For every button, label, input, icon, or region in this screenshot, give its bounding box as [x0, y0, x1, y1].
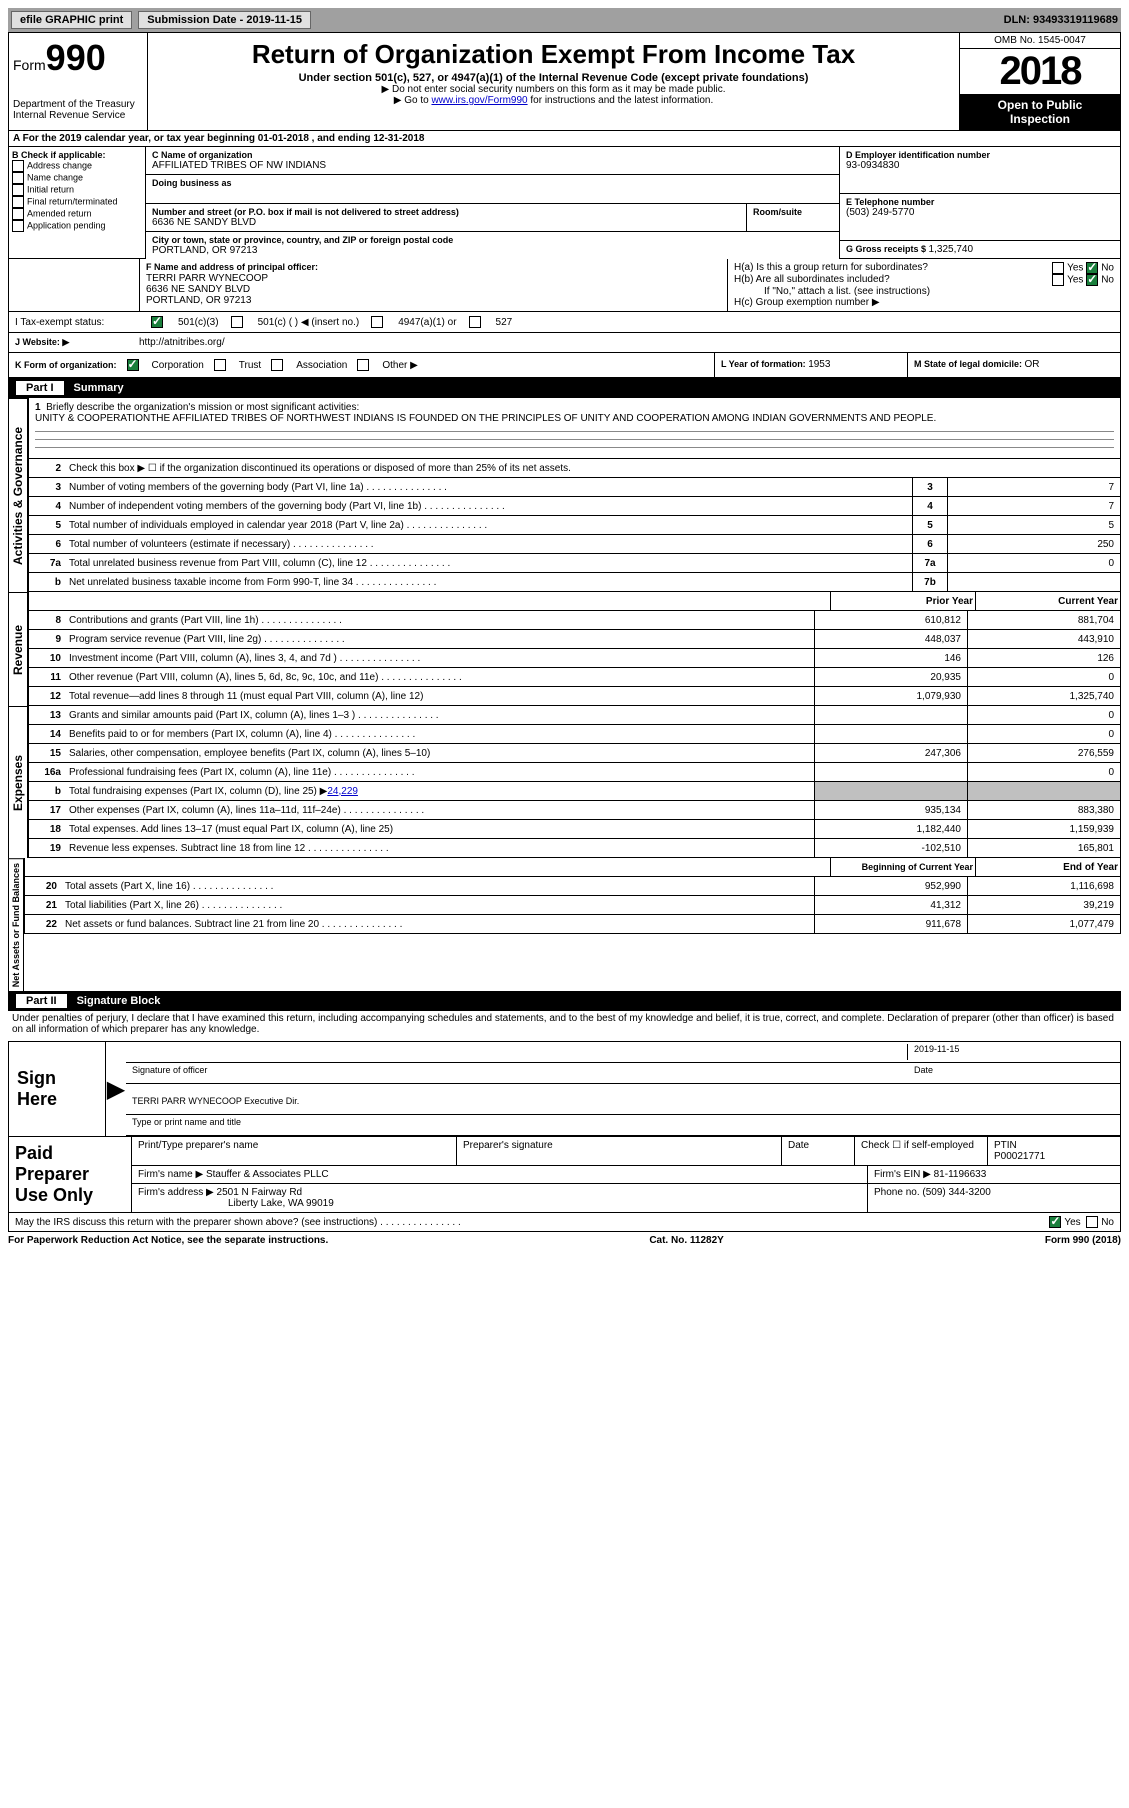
mission-text: UNITY & COOPERATIONTHE AFFILIATED TRIBES…	[35, 413, 936, 424]
discuss-row: May the IRS discuss this return with the…	[8, 1213, 1121, 1232]
tax-year: 2018	[960, 49, 1120, 94]
activities-section: Activities & Governance 1 Briefly descri…	[8, 398, 1121, 592]
chk-amended[interactable]: Amended return	[12, 208, 142, 220]
footer: For Paperwork Reduction Act Notice, see …	[8, 1232, 1121, 1249]
officer-sig-name: TERRI PARR WYNECOOP Executive Dir.	[126, 1083, 1120, 1114]
ein-label: D Employer identification number	[846, 150, 1114, 160]
box-b: B Check if applicable: Address change Na…	[8, 147, 146, 259]
gross-receipts: 1,325,740	[929, 244, 974, 255]
form-title: Return of Organization Exempt From Incom…	[152, 39, 955, 70]
form-header: Form990 Department of the Treasury Inter…	[8, 32, 1121, 131]
penalty-text: Under penalties of perjury, I declare th…	[8, 1011, 1121, 1037]
line-a: A For the 2019 calendar year, or tax yea…	[8, 131, 1121, 147]
part1-header: Part I Summary	[8, 378, 1121, 398]
form-number: Form990	[13, 37, 143, 79]
header-left: Form990 Department of the Treasury Inter…	[9, 33, 148, 130]
dept-label: Department of the Treasury	[13, 99, 143, 110]
year-formation: 1953	[808, 359, 830, 370]
sig-date: 2019-11-15	[907, 1044, 1114, 1060]
dln: DLN: 93493319119689	[1004, 14, 1118, 26]
chk-address[interactable]: Address change	[12, 160, 142, 172]
activities-label: Activities & Governance	[8, 398, 28, 592]
info-grid: B Check if applicable: Address change Na…	[8, 147, 1121, 259]
chk-corp[interactable]	[127, 359, 139, 371]
irs-link[interactable]: www.irs.gov/Form990	[431, 95, 527, 106]
preparer-block: Paid Preparer Use Only Print/Type prepar…	[9, 1136, 1120, 1212]
revenue-label: Revenue	[8, 592, 28, 706]
discuss-no[interactable]	[1086, 1216, 1098, 1228]
org-name: AFFILIATED TRIBES OF NW INDIANS	[152, 160, 833, 171]
chk-501c3[interactable]	[151, 316, 163, 328]
paid-preparer-label: Paid Preparer Use Only	[9, 1137, 131, 1212]
org-city: PORTLAND, OR 97213	[152, 245, 833, 256]
arrow-icon: ▶	[106, 1042, 126, 1136]
expenses-section: Expenses 13Grants and similar amounts pa…	[8, 706, 1121, 858]
efile-btn[interactable]: efile GRAPHIC print	[11, 11, 132, 29]
subtitle-2: ▶ Do not enter social security numbers o…	[152, 84, 955, 95]
row-i: I Tax-exempt status: 501(c)(3) 501(c) ( …	[8, 312, 1121, 333]
subdate: 2019-11-15	[246, 14, 302, 26]
part2-header: Part II Signature Block	[8, 991, 1121, 1011]
state-domicile: OR	[1025, 359, 1040, 370]
top-bar: efile GRAPHIC print Submission Date - 20…	[8, 8, 1121, 32]
discuss-yes[interactable]	[1049, 1216, 1061, 1228]
subtitle-3: ▶ Go to www.irs.gov/Form990 for instruct…	[152, 95, 955, 106]
val-6: 250	[947, 535, 1120, 553]
box-d-e-g: D Employer identification number 93-0934…	[840, 147, 1121, 259]
omb-number: OMB No. 1545-0047	[960, 33, 1120, 49]
firm-ein: 81-1196633	[934, 1169, 987, 1180]
header-right: OMB No. 1545-0047 2018 Open to PublicIns…	[959, 33, 1120, 130]
subdate-label: Submission Date -	[147, 14, 246, 26]
netassets-label: Net Assets or Fund Balances	[8, 858, 24, 991]
row-f-h: F Name and address of principal officer:…	[8, 259, 1121, 312]
prep-phone: (509) 344-3200	[922, 1187, 990, 1198]
website-value: http://atnitribes.org/	[139, 337, 225, 348]
val-7a: 0	[947, 554, 1120, 572]
chk-name[interactable]: Name change	[12, 172, 142, 184]
subdate-btn[interactable]: Submission Date - 2019-11-15	[138, 11, 311, 29]
revenue-section: Revenue Prior YearCurrent Year 8Contribu…	[8, 592, 1121, 706]
chk-pending[interactable]: Application pending	[12, 220, 142, 232]
org-address: 6636 NE SANDY BLVD	[152, 217, 740, 228]
row-j: J Website: ▶ http://atnitribes.org/	[8, 333, 1121, 353]
officer-name: TERRI PARR WYNECOOP	[146, 273, 268, 284]
subtitle-1: Under section 501(c), 527, or 4947(a)(1)…	[152, 72, 955, 84]
row-klm: K Form of organization: Corporation Trus…	[8, 353, 1121, 378]
val-4: 7	[947, 497, 1120, 515]
header-mid: Return of Organization Exempt From Incom…	[148, 33, 959, 130]
signature-block: Sign Here ▶ 2019-11-15 Signature of offi…	[8, 1041, 1121, 1213]
sign-here-label: Sign Here	[9, 1042, 106, 1136]
chk-final[interactable]: Final return/terminated	[12, 196, 142, 208]
chk-initial[interactable]: Initial return	[12, 184, 142, 196]
expenses-label: Expenses	[8, 706, 28, 858]
ein-value: 93-0934830	[846, 160, 1114, 171]
firm-name: Stauffer & Associates PLLC	[206, 1169, 329, 1180]
box-c: C Name of organization AFFILIATED TRIBES…	[146, 147, 840, 259]
ptin: P00021771	[994, 1151, 1045, 1162]
inspection-notice: Open to PublicInspection	[960, 94, 1120, 130]
val-3: 7	[947, 478, 1120, 496]
val-7b	[947, 573, 1120, 591]
hb-no-check[interactable]	[1086, 274, 1098, 286]
irs-label: Internal Revenue Service	[13, 110, 143, 121]
phone-label: E Telephone number	[846, 197, 1114, 207]
val-5: 5	[947, 516, 1120, 534]
phone-value: (503) 249-5770	[846, 207, 1114, 218]
fundraising-link[interactable]: 24,229	[327, 786, 358, 797]
netassets-section: Net Assets or Fund Balances Beginning of…	[8, 858, 1121, 991]
